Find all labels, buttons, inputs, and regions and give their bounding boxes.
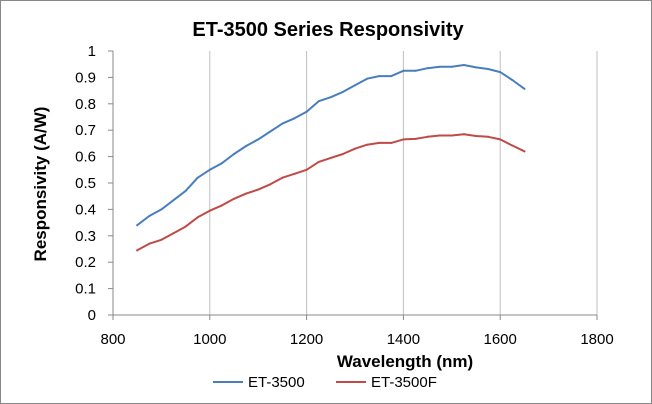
data-point-et-3500 [148,215,151,217]
data-point-et-3500 [523,87,526,90]
data-point-et-3500f [293,172,296,175]
x-tick-label: 1800 [580,331,613,348]
data-point-et-3500 [293,117,296,120]
chart-title: ET-3500 Series Responsivity [192,19,464,41]
data-point-et-3500 [233,152,235,155]
data-point-et-3500f [317,160,320,163]
data-point-et-3500f [281,176,284,179]
data-point-et-3500 [438,65,441,68]
data-point-et-3500f [220,204,223,207]
data-point-et-3500f [196,216,199,219]
data-point-et-3500f [414,137,417,140]
data-point-et-3500f [366,143,369,146]
data-point-et-3500f [184,225,187,228]
data-point-et-3500f [329,156,332,159]
data-point-et-3500 [160,208,163,211]
data-point-et-3500 [329,96,332,99]
y-tick-label: 0.1 [75,281,96,298]
legend-label-et-3500f: ET-3500F [371,374,437,391]
data-point-et-3500 [414,69,417,72]
data-point-et-3500f [136,249,139,252]
y-tick-label: 0.4 [75,201,96,218]
data-point-et-3500f [438,134,441,137]
data-point-et-3500 [511,79,514,82]
data-point-et-3500 [341,90,344,93]
y-tick-label: 0.5 [75,175,96,192]
data-point-et-3500 [257,138,260,141]
data-point-et-3500f [233,197,235,200]
data-point-et-3500 [184,189,187,192]
data-point-et-3500f [402,138,405,141]
x-axis-title: Wavelength (nm) [337,352,473,371]
data-point-et-3500f [390,141,393,144]
y-tick-label: 1 [88,43,96,60]
data-point-et-3500f [523,150,526,153]
data-point-et-3500 [208,168,211,171]
data-point-et-3500 [475,66,477,69]
data-point-et-3500 [172,199,175,202]
legend-label-et-3500: ET-3500 [248,374,305,391]
data-point-et-3500 [426,67,429,70]
data-point-et-3500f [148,242,151,245]
data-point-et-3500 [305,110,308,113]
data-point-et-3500f [208,209,211,212]
x-tick-label: 1400 [387,331,420,348]
data-point-et-3500 [354,84,356,87]
data-point-et-3500f [160,238,163,241]
data-point-et-3500f [305,168,308,171]
data-point-et-3500 [317,100,320,103]
data-point-et-3500f [245,192,248,195]
data-point-et-3500 [499,71,502,74]
data-point-et-3500 [245,145,248,148]
data-point-et-3500 [220,162,223,165]
data-point-et-3500f [269,183,272,186]
data-point-et-3500 [450,65,453,68]
y-tick-label: 0.2 [75,254,96,271]
x-tick-label: 1200 [290,331,323,348]
data-point-et-3500 [281,122,284,125]
data-point-et-3500 [487,67,490,70]
data-point-et-3500 [366,77,369,80]
series-layer [136,63,526,252]
x-tick-label: 1000 [193,331,226,348]
data-point-et-3500f [426,135,429,138]
data-point-et-3500 [402,69,405,72]
data-point-et-3500f [499,138,502,141]
y-tick-label: 0.6 [75,149,96,166]
data-point-et-3500f [257,188,260,191]
data-point-et-3500 [390,75,393,78]
data-point-et-3500 [378,75,381,78]
data-point-et-3500f [341,152,344,155]
data-point-et-3500 [269,130,272,133]
legend: ET-3500 ET-3500F [213,374,437,391]
data-point-et-3500f [462,133,465,136]
data-point-et-3500f [511,144,514,147]
data-point-et-3500f [487,135,490,138]
y-tick-label: 0 [88,307,96,324]
data-point-et-3500f [354,147,356,150]
data-point-et-3500f [450,134,453,137]
data-point-et-3500 [196,176,199,179]
x-tick-label: 1600 [484,331,517,348]
data-point-et-3500f [475,135,477,138]
data-point-et-3500f [378,141,381,144]
data-point-et-3500 [462,63,465,66]
x-tick-label: 800 [100,331,125,348]
data-point-et-3500f [172,232,175,235]
data-point-et-3500 [136,224,139,227]
y-axis-title: Responsivity (A/W) [31,107,50,262]
y-tick-label: 0.3 [75,228,96,245]
y-tick-label: 0.9 [75,69,96,86]
y-tick-label: 0.8 [75,96,96,113]
y-tick-label: 0.7 [75,122,96,139]
